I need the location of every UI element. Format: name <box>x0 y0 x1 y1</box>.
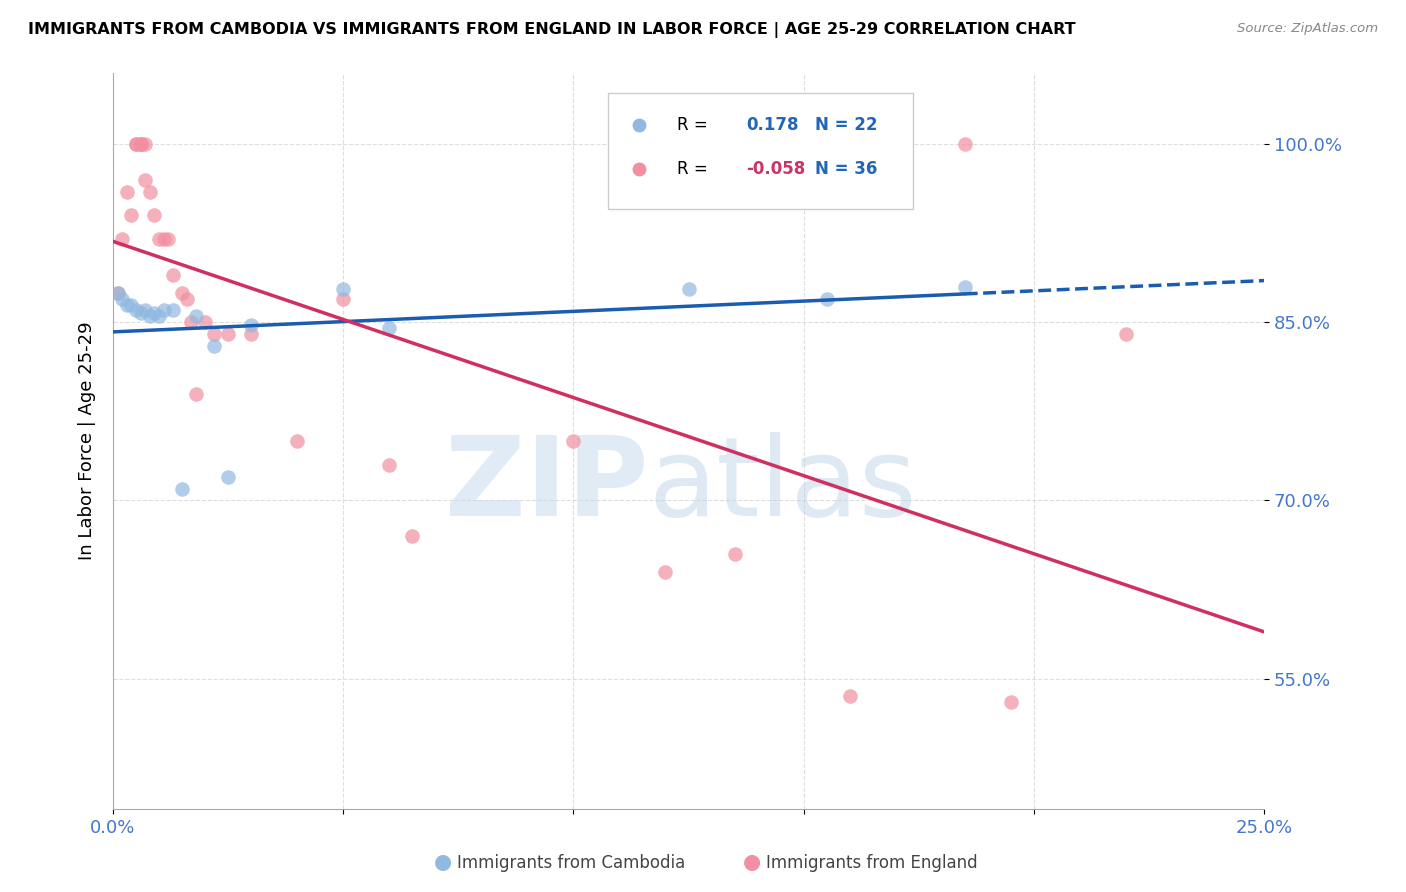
Point <box>152 232 174 246</box>
Point <box>953 279 976 293</box>
Point <box>134 173 156 187</box>
Text: Immigrants from England: Immigrants from England <box>766 855 979 872</box>
Point <box>148 310 170 324</box>
Point <box>148 232 170 246</box>
Text: ●: ● <box>744 853 761 872</box>
Point <box>184 386 207 401</box>
Point <box>157 232 180 246</box>
Point <box>1000 695 1022 709</box>
Point <box>129 137 152 152</box>
Point <box>134 303 156 318</box>
Point <box>194 315 217 329</box>
Point <box>134 137 156 152</box>
Point <box>129 137 152 152</box>
Text: IMMIGRANTS FROM CAMBODIA VS IMMIGRANTS FROM ENGLAND IN LABOR FORCE | AGE 25-29 C: IMMIGRANTS FROM CAMBODIA VS IMMIGRANTS F… <box>28 22 1076 38</box>
Point <box>678 282 700 296</box>
Text: -0.058: -0.058 <box>747 160 806 178</box>
Text: ●: ● <box>434 853 451 872</box>
Point <box>217 469 239 483</box>
Point <box>176 292 198 306</box>
Point <box>332 282 354 296</box>
Point <box>285 434 308 448</box>
Point <box>217 327 239 342</box>
Point <box>152 303 174 318</box>
Point <box>107 285 129 300</box>
Point <box>815 292 838 306</box>
Point <box>162 303 184 318</box>
Point <box>111 232 134 246</box>
Point <box>139 310 162 324</box>
Text: R =: R = <box>678 115 713 134</box>
Y-axis label: In Labor Force | Age 25-29: In Labor Force | Age 25-29 <box>79 322 96 560</box>
Point <box>125 303 148 318</box>
Point <box>838 690 860 704</box>
Point <box>120 209 142 223</box>
Point <box>170 285 193 300</box>
Point <box>125 137 148 152</box>
Point <box>240 318 263 332</box>
Text: N = 36: N = 36 <box>815 160 877 178</box>
Text: 0.178: 0.178 <box>747 115 799 134</box>
FancyBboxPatch shape <box>607 93 912 209</box>
Point <box>1115 327 1137 342</box>
Point <box>562 434 585 448</box>
Point <box>202 339 225 353</box>
Text: R =: R = <box>678 160 713 178</box>
Text: Immigrants from Cambodia: Immigrants from Cambodia <box>457 855 685 872</box>
Point <box>202 327 225 342</box>
Point <box>115 185 138 199</box>
Point <box>143 209 166 223</box>
Text: ZIP: ZIP <box>444 432 648 539</box>
Point <box>180 315 202 329</box>
Point <box>654 565 676 579</box>
Point <box>378 321 401 335</box>
Point <box>401 529 423 543</box>
Text: Source: ZipAtlas.com: Source: ZipAtlas.com <box>1237 22 1378 36</box>
Point <box>139 185 162 199</box>
Point <box>111 292 134 306</box>
Point <box>240 327 263 342</box>
Text: atlas: atlas <box>648 432 917 539</box>
Point <box>143 306 166 320</box>
Point <box>170 482 193 496</box>
Point <box>184 310 207 324</box>
Point <box>115 297 138 311</box>
Point <box>378 458 401 472</box>
Point <box>162 268 184 282</box>
Point <box>125 137 148 152</box>
Point <box>129 306 152 320</box>
Point <box>120 297 142 311</box>
Text: N = 22: N = 22 <box>815 115 877 134</box>
Point <box>953 137 976 152</box>
Point <box>332 292 354 306</box>
Point <box>129 137 152 152</box>
Point <box>107 285 129 300</box>
Point <box>723 547 745 561</box>
